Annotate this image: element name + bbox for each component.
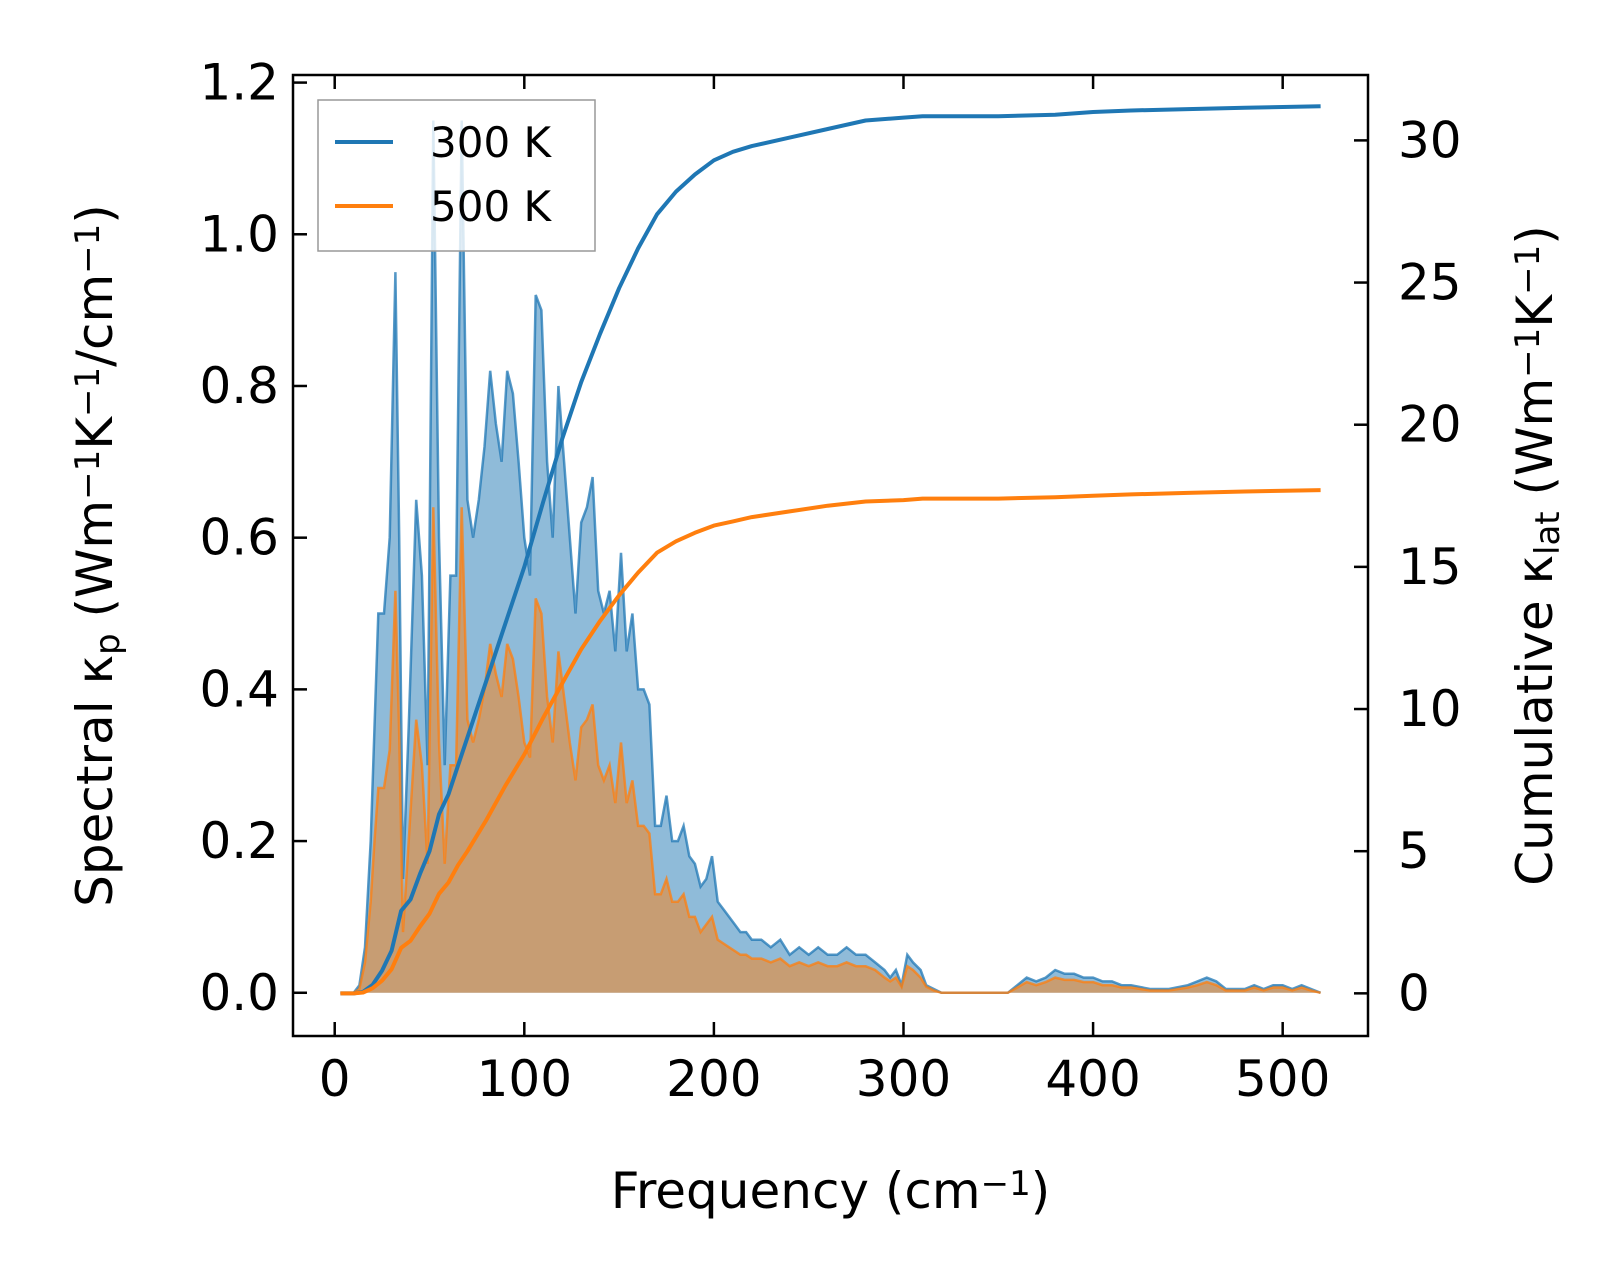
y-right-tick-label: 5: [1398, 822, 1430, 880]
y-right-tick-label: 10: [1398, 680, 1462, 738]
y-right-tick-label: 25: [1398, 254, 1462, 312]
y-right-axis-label-part: K: [1506, 294, 1564, 328]
y-left-tick-label: 0.2: [199, 812, 279, 870]
y-right-axis-label-part: −1: [1508, 245, 1548, 295]
spectral-area-500k: [340, 507, 1321, 993]
x-tick-label: 100: [477, 1050, 572, 1108]
y-right-tick-label: 20: [1398, 396, 1462, 454]
y-left-axis-label: Spectral κp (Wm−1K−1/cm−1): [66, 204, 128, 907]
y-right-axis-label-part: −1: [1508, 328, 1548, 378]
y-right-axis-label: Cumulative κlat (Wm−1K−1): [1506, 225, 1568, 885]
y-left-axis-label-part: /cm: [66, 274, 124, 367]
spectral-outline-500k: [340, 507, 1321, 995]
y-left-tick-label: 0.8: [199, 357, 279, 415]
y-right-tick-label: 30: [1398, 111, 1462, 169]
y-left-axis-label-part: K: [66, 416, 124, 450]
y-left-axis-label-part: Spectral κ: [66, 655, 124, 907]
x-axis-label: Frequency (cm−1): [611, 1162, 1051, 1220]
y-left-axis-label-part: −1: [68, 367, 108, 417]
y-left-tick-label: 0.0: [199, 964, 279, 1022]
x-tick-label: 200: [666, 1050, 761, 1108]
y-right-tick-label: 0: [1398, 964, 1430, 1022]
axes: 0 100 200 300 400 500 0.0 0.2 0.4 0.6 0.8 1.0 1.2 0 5 1…: [199, 54, 1461, 1108]
legend: 300 K 500 K: [317, 99, 596, 252]
x-tick-label: 0: [319, 1050, 351, 1108]
cumulative-line-500k: [340, 488, 1321, 996]
cumulative-line-300k: [340, 104, 1321, 996]
y-right-tick-label: 15: [1398, 538, 1462, 596]
y-left-tick-label: 0.6: [199, 509, 279, 567]
plot-frame: [291, 73, 1370, 1038]
legend-label-500k: 500 K: [430, 182, 553, 231]
y-left-axis-label-part: (Wm: [66, 500, 124, 634]
legend-label-300k: 300 K: [430, 118, 553, 167]
axis-labels: Frequency (cm−1)Spectral κp (Wm−1K−1/cm−…: [66, 204, 1568, 1220]
cumulative-lines: [340, 104, 1321, 996]
y-right-axis-label-part: ): [1506, 225, 1564, 245]
y-left-tick-label: 1.0: [199, 205, 279, 263]
y-left-axis-label-part: p: [88, 633, 128, 655]
y-left-axis-label-part: −1: [68, 450, 108, 500]
x-axis-label-main: Frequency (cm: [611, 1162, 981, 1220]
y-left-tick-label: 0.4: [199, 660, 279, 718]
y-left-tick-label: 1.2: [199, 54, 279, 112]
y-right-axis-label-part: (Wm: [1506, 378, 1564, 512]
y-right-axis-label-part: lat: [1528, 511, 1568, 555]
y-right-axis-label-part: Cumulative κ: [1506, 555, 1564, 886]
x-axis-label-sup: −1: [981, 1164, 1031, 1204]
legend-box: [317, 99, 596, 252]
x-axis-label-tail: ): [1031, 1162, 1051, 1220]
x-tick-label: 500: [1235, 1050, 1330, 1108]
x-tick-label: 300: [856, 1050, 951, 1108]
y-left-axis-label-part: ): [66, 204, 124, 224]
x-tick-label: 400: [1045, 1050, 1140, 1108]
y-left-axis-label-part: −1: [68, 224, 108, 274]
